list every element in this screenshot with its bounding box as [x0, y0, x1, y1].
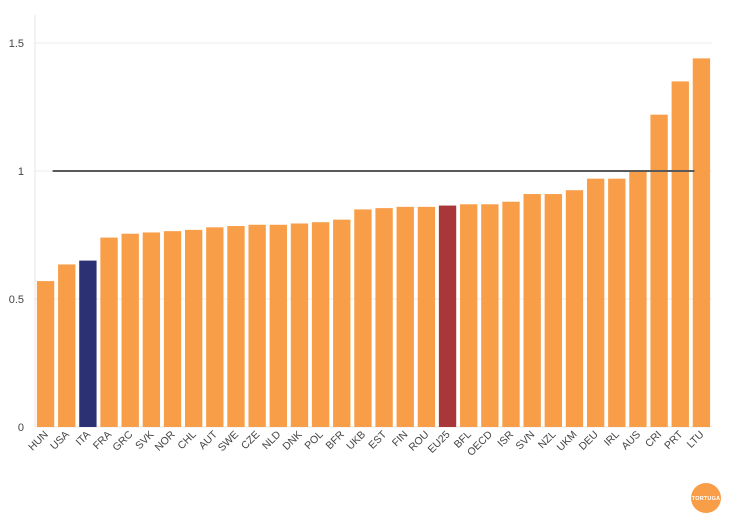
bar-cri: [650, 114, 668, 428]
bar-ita: [79, 260, 97, 427]
bar-deu: [586, 178, 605, 427]
bar-est: [375, 208, 393, 427]
bar-bfl: [460, 204, 478, 427]
bar-usa: [58, 264, 76, 427]
bar-fra: [100, 237, 118, 427]
bar-irl: [608, 178, 626, 427]
y-axis-ticks: 0 0.5 1 1.5: [9, 38, 24, 434]
y-tick-label: 1.5: [9, 38, 24, 50]
bar-pol: [311, 222, 330, 427]
bar-bfr: [333, 219, 351, 427]
bar-cze: [248, 224, 266, 427]
bar-ukb: [354, 209, 372, 427]
bar-oecd: [481, 204, 499, 427]
x-tick-label: PRT: [662, 428, 686, 452]
y-tick-label: 0.5: [9, 294, 24, 306]
bar-grc: [121, 233, 139, 427]
bar-swe: [227, 226, 245, 427]
y-tick-label: 0: [18, 422, 24, 434]
bar-aus: [629, 171, 647, 427]
logo-text: TORTUGA: [692, 496, 721, 502]
x-tick-label: UKB: [344, 429, 368, 453]
x-tick-label: NLD: [260, 428, 284, 452]
bar-dnk: [290, 223, 309, 427]
y-tick-label: 1: [18, 166, 24, 178]
x-tick-label: DEU: [577, 429, 601, 453]
tortuga-logo: TORTUGA: [691, 483, 721, 513]
x-tick-label: POL: [302, 429, 325, 452]
bar-hun: [36, 281, 55, 427]
x-tick-label: AUT: [197, 428, 221, 452]
bar-svn: [523, 194, 541, 427]
bar-svk: [142, 232, 161, 427]
bar-ltu: [692, 58, 711, 428]
x-tick-label: SVN: [514, 429, 538, 453]
x-tick-label: SVK: [133, 429, 156, 452]
bar-nzl: [544, 194, 563, 427]
x-tick-label: BFR: [324, 428, 348, 452]
bar-isr: [502, 201, 520, 427]
x-tick-label: ISR: [495, 428, 516, 449]
bar-chl: [184, 229, 203, 427]
bar-rou: [417, 206, 436, 427]
x-tick-label: CRI: [643, 429, 664, 450]
x-tick-label: NZL: [536, 429, 559, 452]
x-tick-label: UKM: [555, 429, 580, 454]
x-tick-label: EST: [366, 428, 389, 451]
x-tick-label: DNK: [280, 429, 304, 453]
x-tick-label: AUS: [619, 429, 643, 453]
bar-nor: [163, 231, 182, 427]
x-tick-label: USA: [48, 429, 72, 453]
x-tick-label: HUN: [26, 429, 51, 454]
bars: [36, 58, 711, 428]
bar-ukm: [565, 190, 584, 427]
x-tick-label: EU25: [426, 429, 453, 456]
logo-circle: [691, 483, 721, 513]
x-tick-label: IRL: [602, 429, 622, 449]
x-tick-label: CHL: [175, 429, 198, 452]
x-tick-label: GRC: [110, 428, 135, 453]
x-tick-label: ITA: [74, 429, 93, 448]
x-tick-label: SWE: [216, 429, 241, 454]
x-tick-label: NOR: [153, 428, 178, 453]
bar-eu25: [438, 205, 457, 427]
bar-nld: [269, 224, 287, 427]
x-tick-label: LTU: [685, 429, 707, 451]
bar-prt: [671, 81, 689, 428]
bar-aut: [206, 227, 224, 427]
x-tick-label: CZE: [239, 429, 262, 452]
x-tick-label: FRA: [91, 429, 114, 452]
bar-fin: [396, 206, 414, 427]
